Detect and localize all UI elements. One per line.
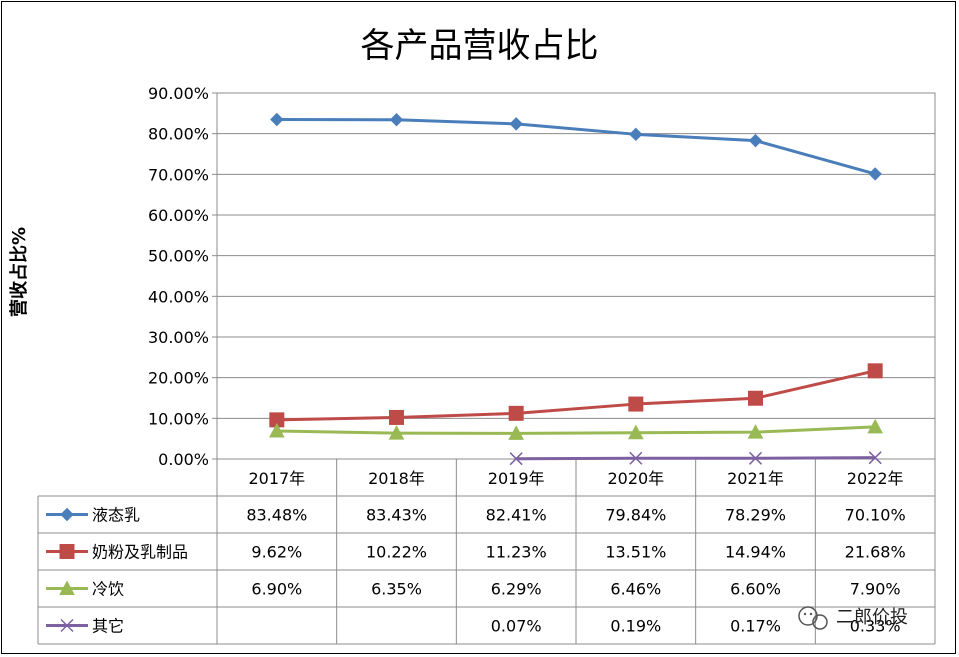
x-stroke	[60, 618, 74, 633]
data-point	[867, 418, 884, 434]
x-tick-label: 2020年	[607, 469, 664, 488]
legend-label: 奶粉及乳制品	[92, 543, 188, 562]
series-line	[516, 456, 876, 461]
legend-label: 其它	[92, 617, 124, 636]
data-point	[509, 452, 523, 466]
y-tick-label: 20.00%	[148, 369, 209, 388]
x-tick-label: 2018年	[368, 469, 425, 488]
data-table-cell: 9.62%	[251, 543, 302, 562]
series-line	[276, 118, 876, 176]
data-point	[509, 117, 523, 131]
data-table-cell: 21.68%	[845, 543, 906, 562]
data-table-cell: 0.17%	[730, 617, 781, 636]
x-tick-label: 2019年	[488, 469, 545, 488]
data-point	[867, 363, 883, 379]
data-point	[389, 113, 404, 127]
data-point	[629, 451, 643, 465]
data-table-cell: 0.19%	[610, 617, 661, 636]
wechat-icon	[798, 606, 828, 630]
data-point	[508, 405, 524, 421]
legend-marker	[60, 618, 74, 633]
data-point	[748, 390, 763, 406]
series-line	[276, 369, 876, 422]
data-point	[868, 451, 882, 465]
data-table-cell: 0.33%	[850, 617, 901, 636]
y-tick-label: 30.00%	[148, 328, 209, 347]
data-table-cell: 78.29%	[725, 506, 786, 525]
plot-area-border	[216, 92, 936, 460]
data-point	[629, 127, 643, 142]
data-table-cell: 6.90%	[251, 580, 302, 599]
y-tick-label: 70.00%	[148, 165, 209, 184]
data-point	[388, 425, 405, 440]
legend-marker	[59, 580, 75, 595]
data-table-cell: 7.90%	[850, 580, 901, 599]
y-tick-label: 10.00%	[148, 409, 209, 428]
data-table-cell: 10.22%	[366, 543, 427, 562]
data-table-cell: 13.51%	[605, 543, 666, 562]
data-table-cell: 0.07%	[491, 617, 542, 636]
series-1	[270, 112, 882, 181]
data-table-cell: 79.84%	[605, 506, 666, 525]
data-table-cell: 14.94%	[725, 543, 786, 562]
x-stroke	[868, 451, 882, 465]
data-table-cell: 82.41%	[486, 506, 547, 525]
data-table-cell: 6.60%	[730, 580, 781, 599]
data-table-cell: 83.48%	[246, 506, 307, 525]
legend-marker	[60, 507, 74, 522]
data-point	[508, 425, 525, 440]
x-stroke	[629, 451, 643, 465]
data-table-cell: 11.23%	[486, 543, 547, 562]
x-stroke	[509, 452, 523, 466]
y-tick-label: 40.00%	[148, 287, 209, 306]
y-tick-label: 80.00%	[148, 125, 209, 144]
data-point	[748, 451, 763, 465]
watermark-text: 二郎价投	[836, 607, 908, 628]
data-point	[268, 422, 285, 438]
data-point	[747, 424, 764, 439]
series-line	[276, 425, 876, 435]
data-table-cell: 6.29%	[491, 580, 542, 599]
y-tick-label: 60.00%	[148, 206, 209, 225]
data-point	[270, 112, 284, 127]
y-tick-label: 90.00%	[148, 84, 209, 103]
y-tick-label: 0.00%	[158, 450, 209, 469]
grid-lines	[212, 92, 936, 460]
series-3	[268, 418, 884, 440]
legend-label: 冷饮	[92, 580, 124, 599]
data-point	[868, 167, 882, 181]
data-point	[748, 133, 763, 148]
x-tick-label: 2021年	[727, 469, 784, 488]
data-point	[627, 424, 644, 440]
data-point	[389, 409, 404, 425]
x-tick-label: 2022年	[847, 469, 904, 488]
chart-title: 各产品营收占比	[360, 26, 599, 66]
watermark: 二郎价投	[798, 606, 908, 630]
legend-marker	[59, 544, 75, 559]
data-table-cell: 6.35%	[371, 580, 422, 599]
series-2	[269, 363, 883, 428]
x-stroke	[748, 451, 763, 465]
legend-label: 液态乳	[92, 506, 140, 525]
y-tick-labels: 0.00% 10.00% 20.00% 30.00% 40.00% 50.00% 60.00…	[148, 84, 209, 469]
x-tick-label: 2017年	[248, 469, 305, 488]
data-table-cell: 6.46%	[610, 580, 661, 599]
series-group	[268, 112, 884, 466]
data-table-cell: 83.43%	[366, 506, 427, 525]
data-point	[628, 396, 644, 412]
series-4	[509, 451, 882, 466]
y-tick-label: 50.00%	[148, 247, 209, 266]
data-table-cell: 70.10%	[845, 506, 906, 525]
